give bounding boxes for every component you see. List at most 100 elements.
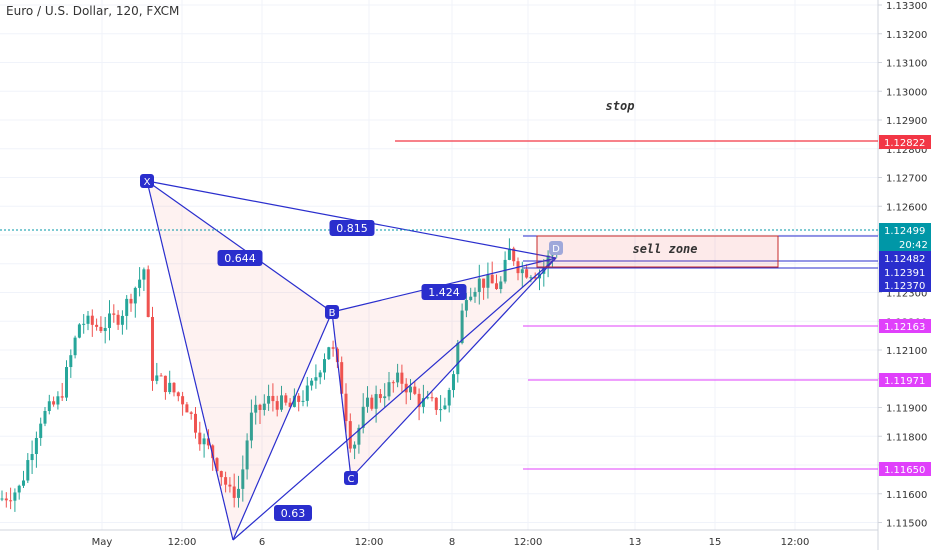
- price-tick-label: 1.12800: [886, 145, 927, 156]
- candle-body: [464, 300, 468, 311]
- candle-body: [344, 393, 348, 422]
- candle-body: [133, 287, 137, 304]
- candle-body: [542, 266, 546, 274]
- point-label: B: [329, 308, 336, 319]
- stop-label: stop: [606, 99, 635, 113]
- candle-body: [318, 372, 322, 378]
- candle-body: [366, 397, 369, 407]
- candle-body: [417, 393, 421, 407]
- price-tick-label: 1.11800: [886, 432, 927, 443]
- ratio-label: 0.644: [224, 252, 256, 265]
- candle-body: [486, 274, 490, 288]
- price-tick-label: 1.13000: [886, 87, 927, 98]
- candle-body: [512, 248, 516, 262]
- candle-body: [400, 372, 404, 384]
- candle-body: [262, 403, 266, 410]
- pattern-leg: [331, 311, 352, 479]
- candle-body: [228, 484, 232, 487]
- candle-body: [258, 404, 262, 410]
- candle-body: [327, 347, 331, 360]
- pattern-leg: [146, 180, 234, 541]
- candle-body: [520, 269, 524, 274]
- price-tick-label: 1.12300: [886, 289, 927, 300]
- candle-body: [13, 492, 17, 501]
- time-tick-label: 12:00: [355, 537, 384, 548]
- price-marker-bg: [879, 265, 931, 279]
- candle-body: [525, 269, 529, 278]
- candle-body: [477, 278, 481, 292]
- price-tick-label: 1.12900: [886, 116, 927, 127]
- candle-body: [176, 392, 180, 397]
- point-label: D: [552, 244, 560, 255]
- candle-body: [254, 404, 258, 413]
- candle-body: [353, 444, 357, 449]
- candle-body: [224, 477, 228, 485]
- candle-body: [77, 324, 81, 338]
- candle-body: [267, 395, 271, 404]
- price-tick-label: 1.12100: [886, 346, 927, 357]
- price-tick-label: 1.11900: [886, 404, 927, 415]
- price-tick-label: 1.11500: [886, 519, 927, 530]
- ratio-label: 0.815: [336, 222, 368, 235]
- candle-body: [482, 278, 486, 288]
- price-marker-label: 1.12499: [884, 226, 925, 237]
- candle-body: [34, 437, 38, 455]
- candle-body: [181, 396, 185, 405]
- candle-body: [159, 375, 163, 377]
- pattern-leg: [146, 180, 557, 259]
- candle-body: [146, 269, 150, 318]
- candle-body: [163, 375, 167, 393]
- candle-body: [310, 380, 314, 386]
- ratio-label-bg: [217, 250, 263, 266]
- price-marker-bg: [879, 373, 931, 387]
- price-tick-label: 1.13200: [886, 30, 927, 41]
- candle-body: [4, 498, 8, 501]
- countdown-label: 20:42: [899, 240, 928, 251]
- time-tick-label: 6: [259, 537, 265, 548]
- candle-body: [421, 398, 425, 407]
- candle-body: [206, 438, 210, 446]
- price-marker-bg: [879, 278, 931, 292]
- candle-body: [241, 469, 245, 489]
- point-label: X: [144, 177, 151, 188]
- candle-body: [473, 291, 477, 297]
- candle-body: [245, 440, 249, 470]
- candle-body: [219, 471, 223, 478]
- price-tick-label: 1.12600: [886, 202, 927, 213]
- candle-body: [348, 421, 352, 449]
- price-marker-bg: [879, 223, 931, 237]
- ratio-label-bg: [274, 505, 312, 521]
- candle-body: [56, 396, 60, 405]
- candle-body: [103, 327, 107, 332]
- candle-body: [533, 277, 537, 279]
- candle-body: [82, 323, 86, 325]
- candle-body: [194, 413, 197, 433]
- candle-body: [529, 277, 533, 279]
- pattern-fill-xab: [147, 181, 332, 540]
- candle-body: [275, 401, 279, 410]
- candle-body: [95, 324, 99, 327]
- time-tick-label: 13: [629, 537, 642, 548]
- ratio-label-bg: [329, 220, 375, 236]
- candle-body: [460, 310, 464, 344]
- candle-body: [469, 296, 473, 301]
- candle-body: [396, 372, 400, 383]
- candle-body: [391, 382, 395, 384]
- candle-body: [383, 396, 387, 399]
- candle-body: [65, 367, 68, 398]
- candle-body: [211, 445, 215, 459]
- candle-body: [495, 283, 498, 290]
- pattern-leg: [350, 257, 557, 479]
- price-marker-label: 1.12482: [884, 254, 925, 265]
- candle-body: [60, 396, 64, 398]
- candle-body: [490, 274, 494, 284]
- sell-zone-label: sell zone: [632, 242, 697, 256]
- candle-body: [237, 488, 240, 498]
- candle-body: [499, 281, 503, 290]
- time-tick-label: May: [92, 537, 113, 548]
- price-tick-label: 1.13300: [886, 1, 927, 12]
- candle-body: [340, 362, 344, 394]
- time-tick-label: 8: [449, 537, 455, 548]
